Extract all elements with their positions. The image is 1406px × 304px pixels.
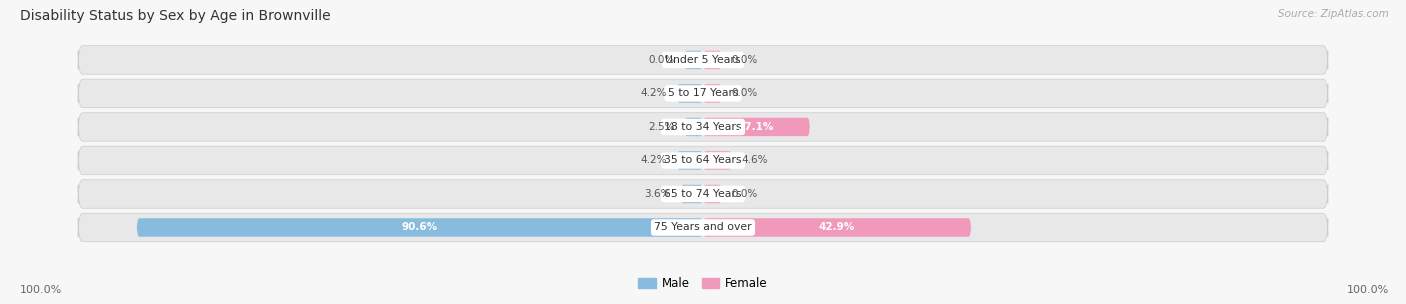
FancyBboxPatch shape	[136, 218, 703, 237]
FancyBboxPatch shape	[676, 84, 703, 103]
FancyBboxPatch shape	[681, 185, 703, 203]
Legend: Male, Female: Male, Female	[638, 277, 768, 290]
FancyBboxPatch shape	[703, 118, 810, 136]
FancyBboxPatch shape	[703, 151, 731, 170]
FancyBboxPatch shape	[79, 146, 1327, 175]
Text: 42.9%: 42.9%	[818, 223, 855, 233]
Text: 0.0%: 0.0%	[731, 55, 758, 65]
FancyBboxPatch shape	[79, 113, 1327, 141]
FancyBboxPatch shape	[79, 180, 1327, 208]
FancyBboxPatch shape	[79, 46, 1327, 74]
Text: 100.0%: 100.0%	[1347, 285, 1389, 295]
Text: 35 to 64 Years: 35 to 64 Years	[664, 155, 742, 165]
Text: 0.0%: 0.0%	[731, 189, 758, 199]
FancyBboxPatch shape	[685, 118, 703, 136]
Text: 2.5%: 2.5%	[648, 122, 675, 132]
Text: Under 5 Years: Under 5 Years	[665, 55, 741, 65]
Text: 75 Years and over: 75 Years and over	[654, 223, 752, 233]
FancyBboxPatch shape	[685, 51, 703, 69]
FancyBboxPatch shape	[703, 185, 721, 203]
Text: 17.1%: 17.1%	[738, 122, 775, 132]
Text: Disability Status by Sex by Age in Brownville: Disability Status by Sex by Age in Brown…	[20, 9, 330, 23]
Text: 4.2%: 4.2%	[641, 88, 668, 98]
FancyBboxPatch shape	[79, 79, 1327, 108]
FancyBboxPatch shape	[79, 213, 1327, 242]
Text: 100.0%: 100.0%	[20, 285, 62, 295]
Text: 4.2%: 4.2%	[641, 155, 668, 165]
Text: 3.6%: 3.6%	[644, 189, 671, 199]
Text: 90.6%: 90.6%	[402, 223, 439, 233]
Text: 18 to 34 Years: 18 to 34 Years	[664, 122, 742, 132]
FancyBboxPatch shape	[676, 151, 703, 170]
Text: Source: ZipAtlas.com: Source: ZipAtlas.com	[1278, 9, 1389, 19]
Text: 5 to 17 Years: 5 to 17 Years	[668, 88, 738, 98]
FancyBboxPatch shape	[703, 51, 721, 69]
FancyBboxPatch shape	[703, 218, 972, 237]
Text: 0.0%: 0.0%	[731, 88, 758, 98]
Text: 0.0%: 0.0%	[648, 55, 675, 65]
Text: 4.6%: 4.6%	[741, 155, 768, 165]
Text: 65 to 74 Years: 65 to 74 Years	[664, 189, 742, 199]
FancyBboxPatch shape	[703, 84, 721, 103]
